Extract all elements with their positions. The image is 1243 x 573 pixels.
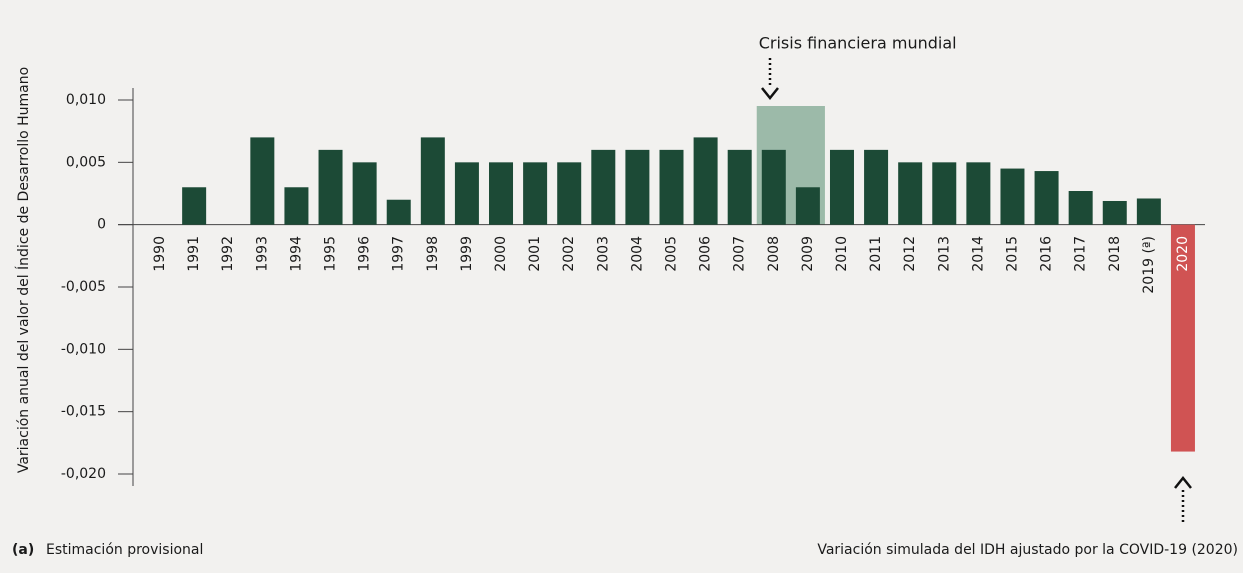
x-tick-label: 2008	[766, 236, 782, 272]
x-tick-label: 2020	[1175, 236, 1191, 272]
x-tick-label: 1994	[288, 236, 304, 272]
bar	[182, 187, 207, 225]
x-tick-label: 1995	[323, 236, 339, 272]
x-tick-label: 2016	[1039, 236, 1055, 272]
bar	[591, 149, 616, 225]
bar	[864, 149, 889, 225]
bar	[1000, 168, 1025, 225]
y-tick-label: -0,020	[61, 466, 106, 482]
bar	[625, 149, 650, 225]
x-tick-label: 1997	[391, 236, 407, 272]
y-tick-label: -0,005	[61, 279, 106, 295]
x-tick-label: 1999	[459, 236, 475, 272]
footnote-mark: (a)	[12, 542, 34, 558]
x-tick-label: 2002	[561, 236, 577, 272]
bar	[898, 162, 923, 225]
x-tick-label: 1996	[357, 236, 373, 272]
bar	[932, 162, 957, 225]
x-tick-label: 2007	[732, 236, 748, 272]
y-tick-label: -0,015	[61, 404, 106, 420]
x-tick-label: 2015	[1004, 236, 1020, 272]
bar	[727, 149, 752, 225]
y-tick-label: 0	[97, 217, 106, 233]
x-tick-label: 1991	[186, 236, 202, 272]
bar	[1102, 200, 1127, 225]
y-tick-label: 0,010	[66, 92, 106, 108]
bar	[557, 162, 582, 225]
x-tick-label: 1993	[254, 236, 270, 272]
x-tick-label: 2009	[800, 236, 816, 272]
x-tick-label: 2003	[595, 236, 611, 272]
x-tick-label: 2013	[936, 236, 952, 272]
bar	[318, 149, 343, 225]
bar	[489, 162, 514, 225]
x-tick-label: 1992	[220, 236, 236, 272]
x-tick-label: 1990	[152, 236, 168, 272]
bar	[523, 162, 548, 225]
x-tick-label: 2000	[493, 236, 509, 272]
y-tick-label: -0,010	[61, 341, 106, 357]
arrow-head	[1174, 475, 1192, 489]
bar	[386, 199, 411, 225]
bar	[693, 137, 718, 225]
footnote: Estimación provisional	[46, 542, 203, 558]
bar	[250, 137, 275, 225]
y-tick-label: 0,005	[66, 154, 106, 170]
bar	[1170, 224, 1195, 452]
highlight-label: Crisis financiera mundial	[759, 34, 957, 53]
x-tick-label: 2018	[1107, 236, 1123, 272]
bar	[1136, 198, 1161, 225]
x-tick-label: 2006	[698, 236, 714, 272]
bar	[761, 149, 786, 225]
x-tick-label: 2011	[868, 236, 884, 272]
x-tick-label: 2005	[664, 236, 680, 272]
x-tick-label: 2004	[629, 236, 645, 272]
bar	[795, 187, 820, 225]
bar	[966, 162, 991, 225]
x-tick-label: 2001	[527, 236, 543, 272]
x-tick-label: 2019 (ª)	[1141, 236, 1157, 294]
y-axis-label: Variación anual del valor del Índice de …	[15, 67, 32, 473]
bar	[829, 149, 854, 225]
bar	[1068, 191, 1093, 225]
bar	[420, 137, 445, 225]
bar	[284, 187, 309, 225]
note: Variación simulada del IDH ajustado por …	[817, 542, 1238, 558]
bar	[454, 162, 479, 225]
bar	[659, 149, 684, 225]
bar	[352, 162, 377, 225]
bar	[1034, 171, 1059, 225]
x-tick-label: 2010	[834, 236, 850, 272]
x-tick-label: 1998	[425, 236, 441, 272]
x-tick-label: 2014	[970, 236, 986, 272]
x-tick-label: 2012	[902, 236, 918, 272]
arrow-head	[761, 87, 779, 101]
x-tick-label: 2017	[1073, 236, 1089, 272]
